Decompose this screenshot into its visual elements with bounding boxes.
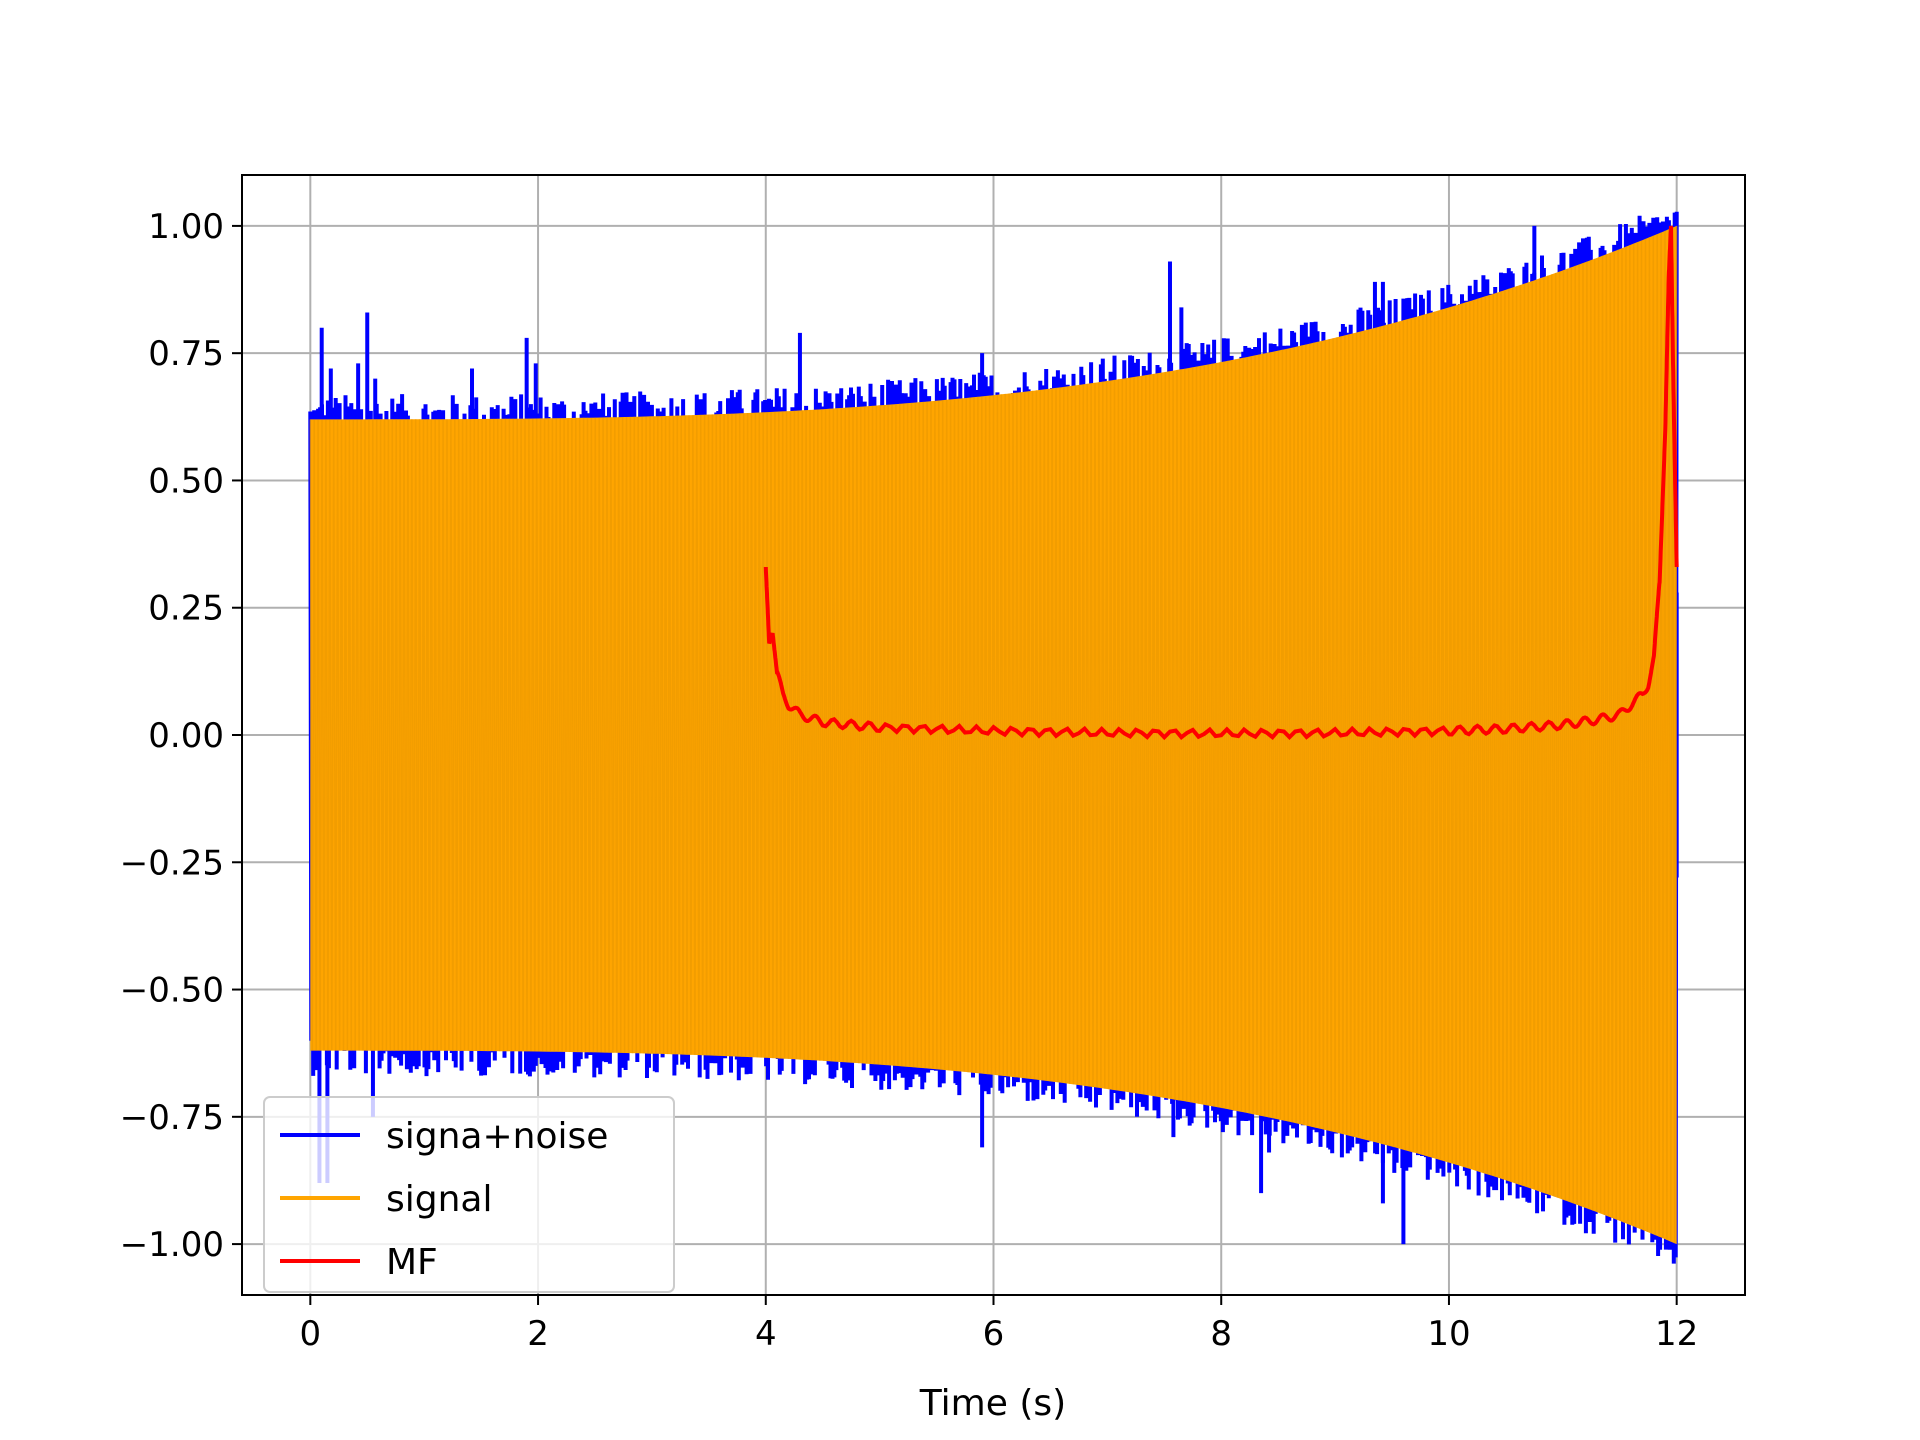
series-signal [309,225,1678,1245]
x-tick-label: 2 [527,1314,549,1354]
legend-box [263,1096,675,1293]
y-tick-label: 0.25 [148,589,224,629]
series-layer [308,211,1679,1264]
signal-line [309,225,1678,1244]
x-tick-label: 6 [983,1314,1005,1354]
x-tick-label: 0 [299,1314,321,1354]
legend-label: signal [386,1179,493,1220]
y-tick-label: 0.75 [148,334,224,374]
ticks: 0 2 4 6 8 10 12 1.00 0.75 0.50 0.25 0.00 −0.25 −0.50 −… [120,207,1699,1354]
x-tick-label: 10 [1427,1314,1470,1354]
y-tick-label: −0.50 [120,971,224,1011]
x-axis-label: Time (s) [919,1383,1066,1424]
y-tick-label: −0.75 [120,1098,224,1138]
y-tick-label: −1.00 [120,1225,224,1265]
y-tick-label: 0.00 [148,716,224,756]
legend-label: signa+noise [386,1116,608,1157]
x-tick-label: 4 [755,1314,777,1354]
y-tick-label: −0.25 [120,843,224,883]
y-tick-label: 0.50 [148,461,224,501]
y-tick-label: 1.00 [148,207,224,247]
legend-label: MF [386,1242,438,1283]
x-tick-label: 8 [1210,1314,1232,1354]
x-tick-label: 12 [1655,1314,1698,1354]
mf-line [763,225,1679,741]
series-mf [763,225,1679,741]
legend: signa+noise signal MF [263,1096,675,1293]
